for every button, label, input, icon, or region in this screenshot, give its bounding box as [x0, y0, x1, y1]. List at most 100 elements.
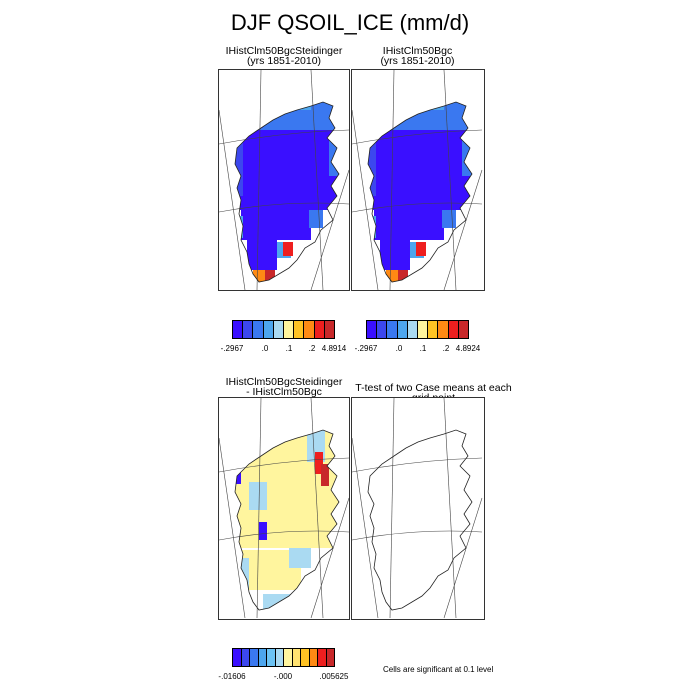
- grid-cell: [235, 430, 339, 548]
- data-cells: [235, 72, 339, 282]
- grid-cell: [416, 242, 426, 256]
- colorbar-3: -.01606 -.000 .005625: [218, 648, 348, 688]
- graticule-line: [352, 530, 483, 541]
- grid-cell: [249, 102, 263, 128]
- grid-cell: [315, 452, 323, 474]
- graticule-line: [310, 169, 349, 290]
- graticule-line: [443, 398, 457, 619]
- grid-cell: [368, 136, 376, 196]
- grid-cell: [370, 130, 470, 210]
- panel3-title-block: IHistClm50BgcSteidinger - IHistClm50Bgc: [218, 376, 350, 398]
- coastline: [367, 429, 473, 611]
- graticule-line: [219, 109, 246, 290]
- significance-note: Cells are significant at 0.1 level: [383, 665, 494, 674]
- grid-cell: [281, 398, 289, 422]
- grid-cell: [398, 270, 408, 282]
- grid-cell: [374, 210, 444, 240]
- grid-cell: [321, 464, 329, 486]
- map-panel-1: [218, 69, 350, 291]
- map-3: [219, 398, 349, 619]
- panel1-subtitle: (yrs 1851-2010): [246, 55, 322, 67]
- grid-cell: [442, 210, 456, 228]
- map-panel-2: [351, 69, 485, 291]
- colorbar-2: -.2967 .0 .1 .2 4.8924: [355, 320, 480, 360]
- map-panel-3: [218, 397, 350, 620]
- graticule-line: [352, 457, 483, 473]
- grid-cell: [249, 398, 259, 428]
- map-4: [352, 398, 483, 619]
- coastline: [234, 101, 340, 283]
- grid-cell: [424, 102, 444, 110]
- panel1-title: IHistClm50BgcSteidinger: [225, 45, 343, 57]
- grid-cell: [283, 242, 293, 256]
- colorbar-tick-label: .2: [308, 344, 316, 353]
- colorbar-swatch: [323, 320, 335, 339]
- graticule-line: [352, 437, 379, 619]
- panel2-title-block: IHistClm50Bgc (yrs 1851-2010): [351, 45, 484, 67]
- colorbar-tick-label: .0: [395, 344, 403, 353]
- colorbar-swatch: [325, 648, 335, 667]
- map-1: [219, 70, 349, 290]
- data-cells: [219, 398, 339, 610]
- graticule-line: [352, 109, 379, 290]
- colorbar-tick-label: .2: [442, 344, 450, 353]
- colorbar-tick-label: -.01606: [218, 672, 246, 681]
- grid-cell: [249, 482, 267, 510]
- coastline: [367, 101, 473, 283]
- coastline: [234, 429, 340, 611]
- graticule-line: [389, 70, 395, 290]
- colorbar-tick-label: -.2967: [220, 344, 244, 353]
- graticule-line: [310, 70, 324, 290]
- grid-cell: [368, 102, 380, 104]
- grid-cell: [263, 594, 293, 610]
- grid-cell: [315, 72, 331, 94]
- graticule-line: [443, 497, 483, 619]
- graticule-line: [256, 398, 262, 619]
- grid-cell: [235, 102, 247, 104]
- graticule-line: [443, 70, 457, 290]
- graticule-line: [352, 129, 483, 145]
- grid-cell: [291, 102, 311, 110]
- grid-cell: [448, 72, 464, 94]
- grid-cell: [235, 136, 243, 196]
- map-panel-4: [351, 397, 485, 620]
- colorbar-1: -.2967 .0 .1 .2 4.8914: [221, 320, 346, 360]
- grid-cell: [235, 102, 339, 130]
- grid-cell: [241, 210, 311, 240]
- grid-cell: [309, 210, 323, 228]
- colorbar-tick-label: .1: [419, 344, 427, 353]
- grid-cell: [289, 548, 311, 568]
- graticule-line: [310, 497, 349, 619]
- page-title: DJF QSOIL_ICE (mm/d): [230, 10, 470, 35]
- grid-cell: [313, 430, 323, 434]
- graticule-line: [219, 457, 349, 473]
- colorbar-tick-label: -.000: [273, 672, 293, 681]
- grid-cell: [247, 240, 277, 270]
- grid-cell: [237, 130, 337, 210]
- panel3-title: IHistClm50BgcSteidinger: [225, 376, 343, 388]
- colorbar-swatch: [457, 320, 469, 339]
- panel2-title: IHistClm50Bgc: [382, 45, 453, 57]
- grid-cell: [219, 398, 243, 428]
- graticule-line: [219, 129, 349, 145]
- grid-cell: [380, 240, 410, 270]
- graticule-line: [219, 437, 246, 619]
- graticule-line: [389, 398, 395, 619]
- graticule-line: [310, 398, 324, 619]
- grid-cell: [235, 470, 241, 484]
- colorbar-tick-label: .1: [285, 344, 293, 353]
- graticule-line: [443, 169, 483, 290]
- map-2: [352, 70, 483, 290]
- colorbar-tick-label: .0: [261, 344, 269, 353]
- panel2-subtitle: (yrs 1851-2010): [380, 55, 455, 67]
- panel1-title-block: IHistClm50BgcSteidinger (yrs 1851-2010): [218, 45, 350, 67]
- grid-cell: [259, 522, 267, 540]
- grid-cell: [382, 102, 396, 128]
- grid-cell: [265, 270, 275, 282]
- graticule-line: [256, 70, 262, 290]
- colorbar-tick-label: -.2967: [354, 344, 378, 353]
- colorbar-tick-label: .005625: [319, 672, 349, 681]
- data-cells: [368, 72, 472, 282]
- panel3-subtitle: - IHistClm50Bgc: [246, 386, 322, 398]
- grid-cell: [237, 558, 249, 598]
